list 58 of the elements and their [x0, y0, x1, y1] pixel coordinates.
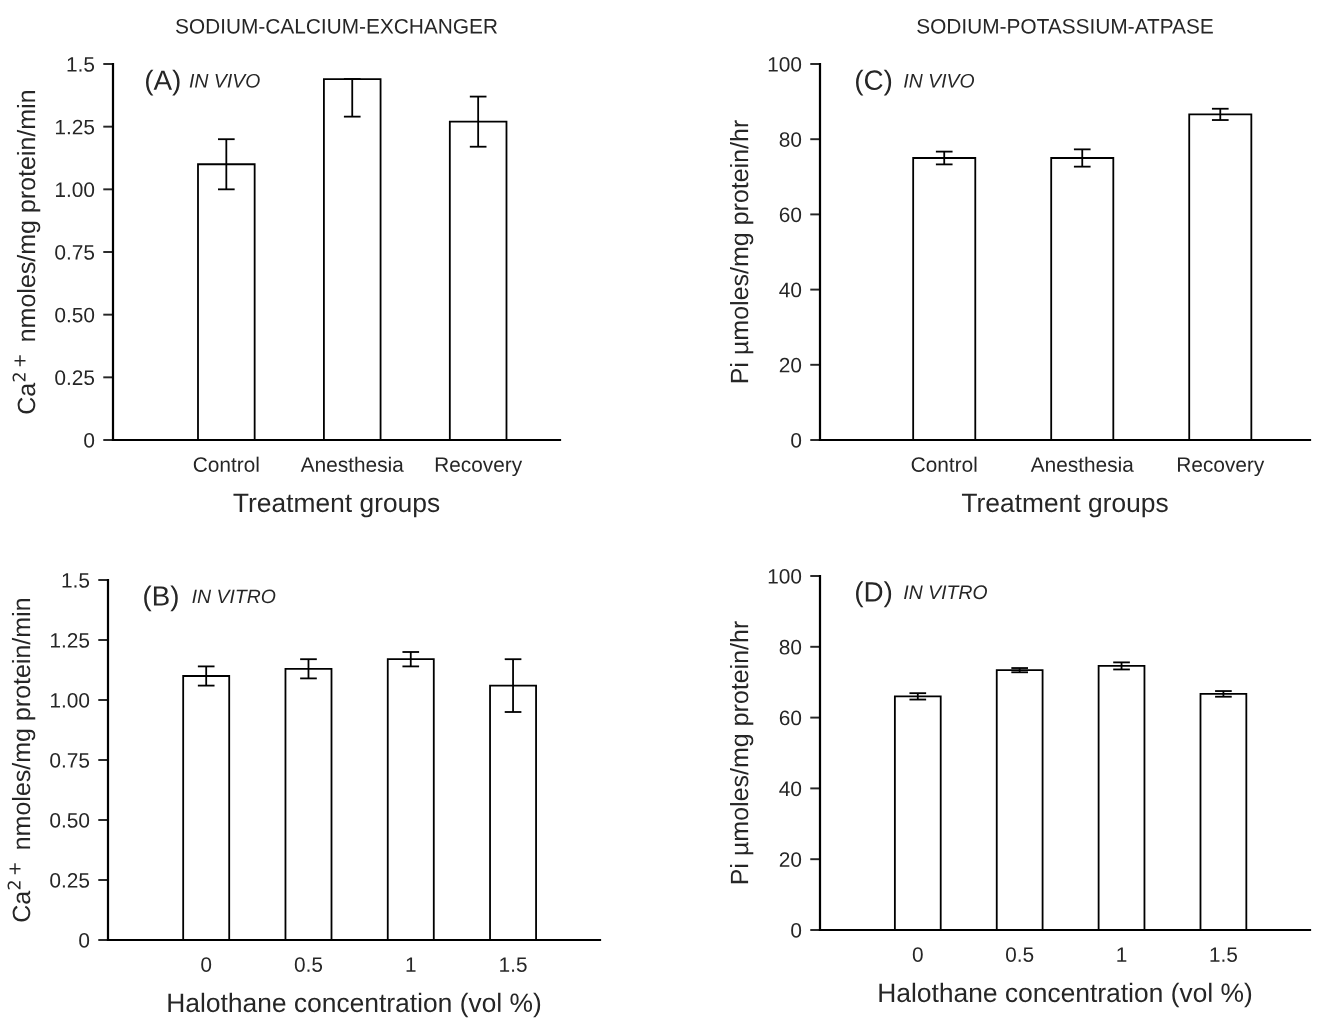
x-tick-label: Anesthesia — [300, 456, 404, 472]
y-tick-label: 0.50 — [55, 307, 95, 323]
x-tick-label: Recovery — [1178, 457, 1265, 477]
x-axis-title: Halothane concentration (vol %) — [879, 982, 1252, 1008]
x-tick-label: 1.5 — [500, 957, 527, 972]
annotation: IN VITRO — [904, 585, 988, 600]
y-axis-title: Ca$^{2+}$ nmoles/mg protein/min — [7, 599, 36, 922]
x-axis-title: Treatment groups — [233, 493, 440, 518]
y-tick-label: 0.50 — [50, 813, 90, 828]
x-tick-label: 1.5 — [1210, 947, 1238, 962]
x-tick-label: 0 — [912, 947, 923, 962]
y-tick-label: 1.25 — [55, 119, 95, 135]
annotation: (A) — [146, 69, 180, 96]
y-tick-label: 1.25 — [50, 633, 90, 648]
x-axis-title: Halothane concentration (vol %) — [168, 992, 541, 1018]
annotation: IN VIVO — [189, 73, 260, 88]
y-axis-title: Pi µmoles/mg protein/hr — [730, 621, 754, 884]
y-tick-label: 60 — [779, 207, 802, 223]
x-tick-label: Recovery — [435, 457, 523, 477]
y-tick-label: 100 — [768, 57, 802, 72]
y-tick-label: 40 — [779, 282, 802, 298]
x-tick-label: 0.5 — [294, 957, 323, 972]
y-tick-label: 1.00 — [55, 182, 95, 198]
x-tick-label: Control — [911, 456, 977, 472]
y-tick-label: 20 — [779, 852, 802, 867]
annotation: (D) — [856, 581, 892, 608]
y-tick-label: 80 — [779, 132, 802, 147]
x-axis-title: Treatment groups — [961, 493, 1168, 518]
x-tick-label: 0 — [201, 957, 212, 972]
x-tick-label: 1 — [406, 957, 416, 972]
y-tick-label: 0.75 — [50, 753, 90, 768]
annotation: IN VITRO — [192, 589, 276, 604]
y-tick-label: 1.5 — [62, 573, 90, 588]
y-tick-label: 100 — [768, 569, 802, 584]
annotation: (B) — [144, 585, 178, 612]
y-tick-label: 20 — [779, 357, 802, 373]
y-tick-label: 0 — [791, 923, 802, 938]
y-tick-label: 0 — [791, 433, 802, 448]
annotation: IN VIVO — [904, 73, 975, 88]
y-tick-label: 80 — [779, 639, 802, 655]
y-tick-label: 0.25 — [55, 370, 95, 386]
x-tick-label: 0.5 — [1006, 947, 1034, 962]
chart-title: SODIUM-POTASSIUM-ATPASE — [917, 18, 1213, 34]
x-tick-label: 1 — [1117, 947, 1127, 962]
y-axis-title: Ca$^{2+}$ nmoles/mg protein/min — [12, 91, 41, 414]
y-tick-label: 0 — [79, 933, 90, 948]
y-tick-label: 40 — [779, 781, 802, 797]
y-tick-label: 60 — [779, 710, 802, 726]
chart-title: SODIUM-CALCIUM-EXCHANGER — [175, 18, 497, 34]
y-tick-label: 1.5 — [67, 57, 95, 72]
x-tick-label: Control — [193, 456, 259, 472]
annotation: (C) — [856, 69, 892, 96]
y-tick-label: 0.75 — [55, 245, 95, 260]
x-tick-label: Anesthesia — [1030, 456, 1134, 472]
y-axis-title: Pi µmoles/mg protein/hr — [730, 120, 754, 383]
y-tick-label: 1.00 — [50, 693, 90, 708]
y-tick-label: 0 — [84, 433, 95, 448]
y-tick-label: 0.25 — [50, 873, 90, 888]
